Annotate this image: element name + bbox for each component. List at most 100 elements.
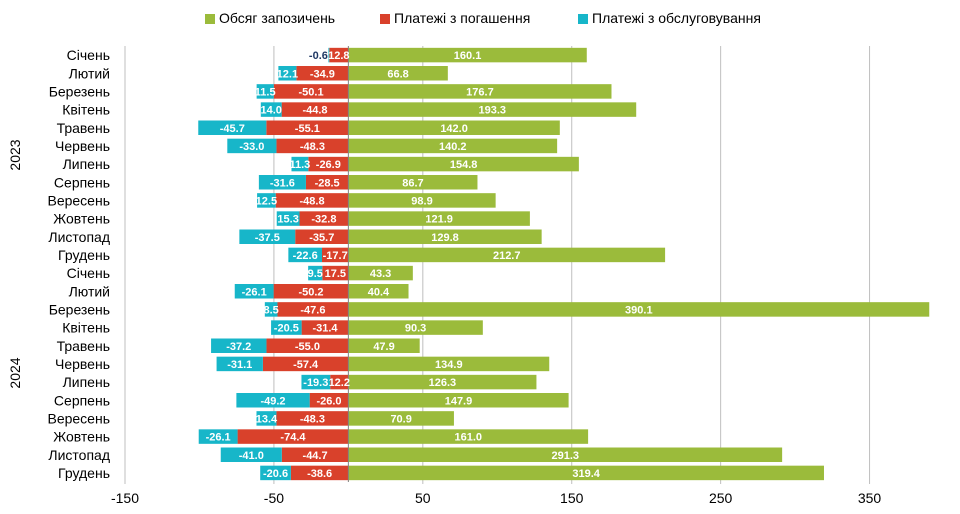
data-label: -48.8: [299, 195, 324, 207]
data-label: -47.6: [300, 304, 325, 316]
bar: [288, 247, 323, 263]
data-label: -48.3: [300, 141, 325, 153]
category-label: Червень: [55, 356, 110, 372]
year-label: 2024: [7, 357, 23, 388]
year-label: 2023: [7, 139, 23, 170]
data-label: 12.2: [329, 377, 350, 389]
bar: [330, 374, 349, 390]
data-label: 47.9: [373, 341, 394, 353]
bar: [198, 429, 238, 444]
category-label: Серпень: [54, 392, 110, 408]
category-label: Травень: [57, 120, 110, 136]
bar: [211, 338, 267, 353]
data-label: 43.3: [370, 268, 391, 280]
data-label: 12.8: [328, 50, 349, 62]
bar: [216, 356, 263, 372]
data-label: 9.5: [308, 268, 323, 280]
data-label: -55.0: [295, 341, 320, 353]
data-label: 390.1: [625, 304, 653, 316]
data-label: 14.0: [261, 105, 282, 117]
data-label: -45.7: [220, 123, 245, 135]
bar: [234, 284, 274, 299]
x-tick-label: -150: [111, 490, 139, 506]
bar: [290, 465, 349, 481]
data-label: 319.4: [572, 468, 600, 480]
data-label: 15.3: [277, 214, 298, 226]
data-label: 129.8: [431, 232, 459, 244]
data-label: -50.1: [299, 86, 324, 98]
category-label: Грудень: [58, 247, 110, 263]
data-label: -31.1: [227, 359, 252, 371]
x-tick-label: -50: [264, 490, 284, 506]
bar: [301, 320, 349, 335]
data-label: 134.9: [435, 359, 463, 371]
data-label: -19.3: [303, 377, 328, 389]
bar: [266, 120, 349, 135]
category-label: Лютий: [69, 65, 110, 81]
legend-label: Платежі з погашення: [394, 10, 530, 26]
data-label: -34.9: [310, 68, 335, 80]
bar: [348, 84, 612, 99]
data-label: 140.2: [439, 141, 467, 153]
bar: [266, 338, 349, 353]
data-label: -41.0: [239, 450, 264, 462]
bar: [348, 320, 483, 335]
category-label: Травень: [57, 338, 110, 354]
data-label: 98.9: [411, 195, 432, 207]
data-label: 142.0: [440, 123, 468, 135]
bar: [308, 265, 323, 281]
data-label: 8.5: [264, 304, 279, 316]
gridlines: [124, 46, 871, 484]
category-label: Липень: [63, 156, 110, 172]
category-label: Березень: [49, 83, 110, 99]
data-label: -57.4: [293, 359, 319, 371]
bar: [260, 465, 291, 481]
bar: [256, 411, 277, 426]
data-label: 86.7: [402, 177, 423, 189]
data-label: 212.7: [493, 250, 521, 262]
bar: [348, 338, 420, 353]
bar: [264, 302, 278, 317]
bar: [273, 84, 349, 99]
bar: [281, 447, 349, 462]
bar: [348, 102, 637, 117]
data-label: 66.8: [387, 68, 408, 80]
data-label: -37.5: [255, 232, 280, 244]
x-tick-label: 50: [415, 490, 431, 506]
bar: [322, 247, 349, 263]
bar: [348, 138, 558, 154]
legend-label: Платежі з обслуговування: [592, 10, 761, 26]
data-label: 70.9: [390, 413, 411, 425]
data-label: 176.7: [466, 86, 494, 98]
data-label: -38.6: [307, 468, 332, 480]
bar: [329, 47, 349, 63]
bar: [348, 66, 448, 81]
data-label: -26.1: [242, 286, 267, 298]
data-label: -55.1: [295, 123, 320, 135]
data-label: -26.0: [316, 395, 341, 407]
bars: [198, 47, 930, 481]
data-label: -74.4: [280, 432, 306, 444]
category-label: Лютий: [69, 283, 110, 299]
bar: [262, 356, 349, 372]
category-labels: Січень Лютий Березень Квітень Травень Червень…: [47, 47, 110, 481]
data-label: -31.6: [270, 177, 295, 189]
category-label: Квітень: [62, 320, 110, 336]
bar: [291, 156, 309, 172]
bar: [275, 193, 349, 208]
category-label: Вересень: [47, 192, 110, 208]
data-label: -33.0: [239, 141, 264, 153]
category-label: Листопад: [48, 447, 110, 463]
bar: [237, 429, 349, 444]
data-label: 11.3: [289, 159, 310, 171]
bar: [239, 229, 296, 244]
bar: [281, 102, 349, 117]
bar: [348, 47, 587, 63]
bar: [276, 138, 349, 154]
data-label: 193.3: [479, 105, 507, 117]
data-label: 161.0: [454, 432, 482, 444]
bar: [198, 120, 267, 135]
bar: [322, 265, 349, 281]
data-label: 13.4: [256, 413, 278, 425]
